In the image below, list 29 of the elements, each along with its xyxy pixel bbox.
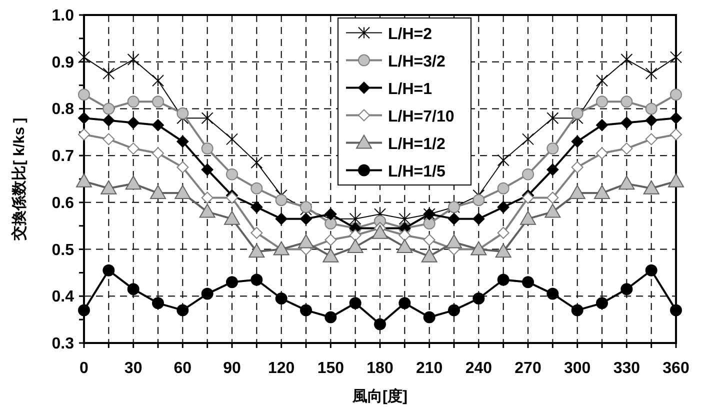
legend-label: L/H=3/2 <box>388 53 446 70</box>
legend-label: L/H=7/10 <box>388 108 454 126</box>
legend-label: L/H=2 <box>388 26 432 43</box>
y-tick-label: 0.7 <box>52 148 74 166</box>
x-tick-label: 300 <box>564 360 591 377</box>
x-axis-title: 風向[度] <box>352 387 408 405</box>
y-tick-label: 1.0 <box>52 8 74 24</box>
x-tick-label: 360 <box>662 360 690 377</box>
x-tick-label: 240 <box>465 360 492 377</box>
legend-label: L/H=1 <box>388 80 432 98</box>
x-tick-label: 0 <box>80 360 89 377</box>
x-tick-label: 210 <box>416 360 443 377</box>
x-tick-label: 150 <box>317 360 344 377</box>
x-tick-label: 120 <box>268 360 295 377</box>
y-tick-label: 0.6 <box>52 194 74 212</box>
x-tick-label: 30 <box>124 360 142 377</box>
y-tick-label: 0.4 <box>52 288 74 306</box>
y-tick-label: 0.8 <box>52 101 74 118</box>
legend-label: L/H=1/2 <box>388 136 446 153</box>
legend-label: L/H=1/5 <box>388 163 446 180</box>
x-tick-label: 90 <box>223 360 241 377</box>
x-tick-label: 330 <box>613 360 640 377</box>
x-tick-label: 60 <box>174 360 192 377</box>
y-tick-label: 0.5 <box>52 242 74 259</box>
y-tick-label: 0.9 <box>52 54 74 72</box>
x-tick-label: 180 <box>366 360 394 377</box>
y-axis-title: 交換係数比[ k/ks ] <box>10 118 28 242</box>
y-tick-label: 0.3 <box>52 336 74 352</box>
x-tick-label: 270 <box>514 360 542 377</box>
